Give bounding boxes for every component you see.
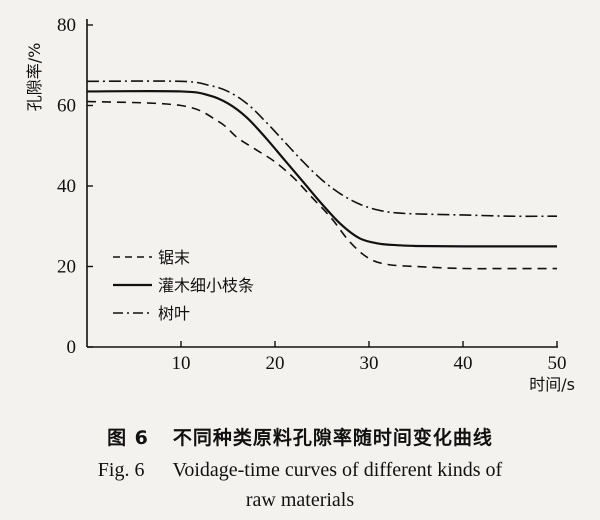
y-tick-label: 80 — [57, 15, 76, 36]
y-tick-label: 0 — [67, 337, 77, 358]
x-tick-label: 20 — [266, 353, 285, 374]
legend-label: 锯末 — [158, 248, 190, 267]
y-tick-label: 40 — [57, 176, 76, 197]
y-axis-label: 孔隙率/% — [25, 43, 44, 112]
x-tick-label: 30 — [360, 353, 379, 374]
caption-english: Fig. 6 Voidage-time curves of different k… — [0, 455, 600, 515]
y-tick-label: 60 — [57, 96, 76, 117]
caption-cn-text: 不同种类原料孔隙率随时间变化曲线 — [172, 427, 493, 449]
legend-label: 灌木细小枝条 — [158, 276, 254, 295]
y-tick-label: 20 — [57, 257, 76, 278]
legend-label: 树叶 — [158, 304, 190, 323]
x-axis-label: 时间/s — [529, 375, 575, 394]
series-line — [86, 90, 557, 248]
caption-cn-label: 图 6 — [107, 427, 149, 449]
caption-chinese: 图 6 不同种类原料孔隙率随时间变化曲线 — [0, 423, 600, 450]
x-tick-label: 10 — [172, 353, 191, 374]
caption-en-text-line2: raw materials — [245, 489, 355, 511]
caption-en-text-line1: Voidage-time curves of different kinds o… — [172, 459, 503, 481]
series-line — [86, 80, 558, 218]
x-tick-label: 40 — [454, 353, 473, 374]
caption-en-label: Fig. 6 — [97, 459, 145, 481]
x-tick-label: 50 — [548, 353, 567, 374]
series-line — [86, 100, 557, 270]
